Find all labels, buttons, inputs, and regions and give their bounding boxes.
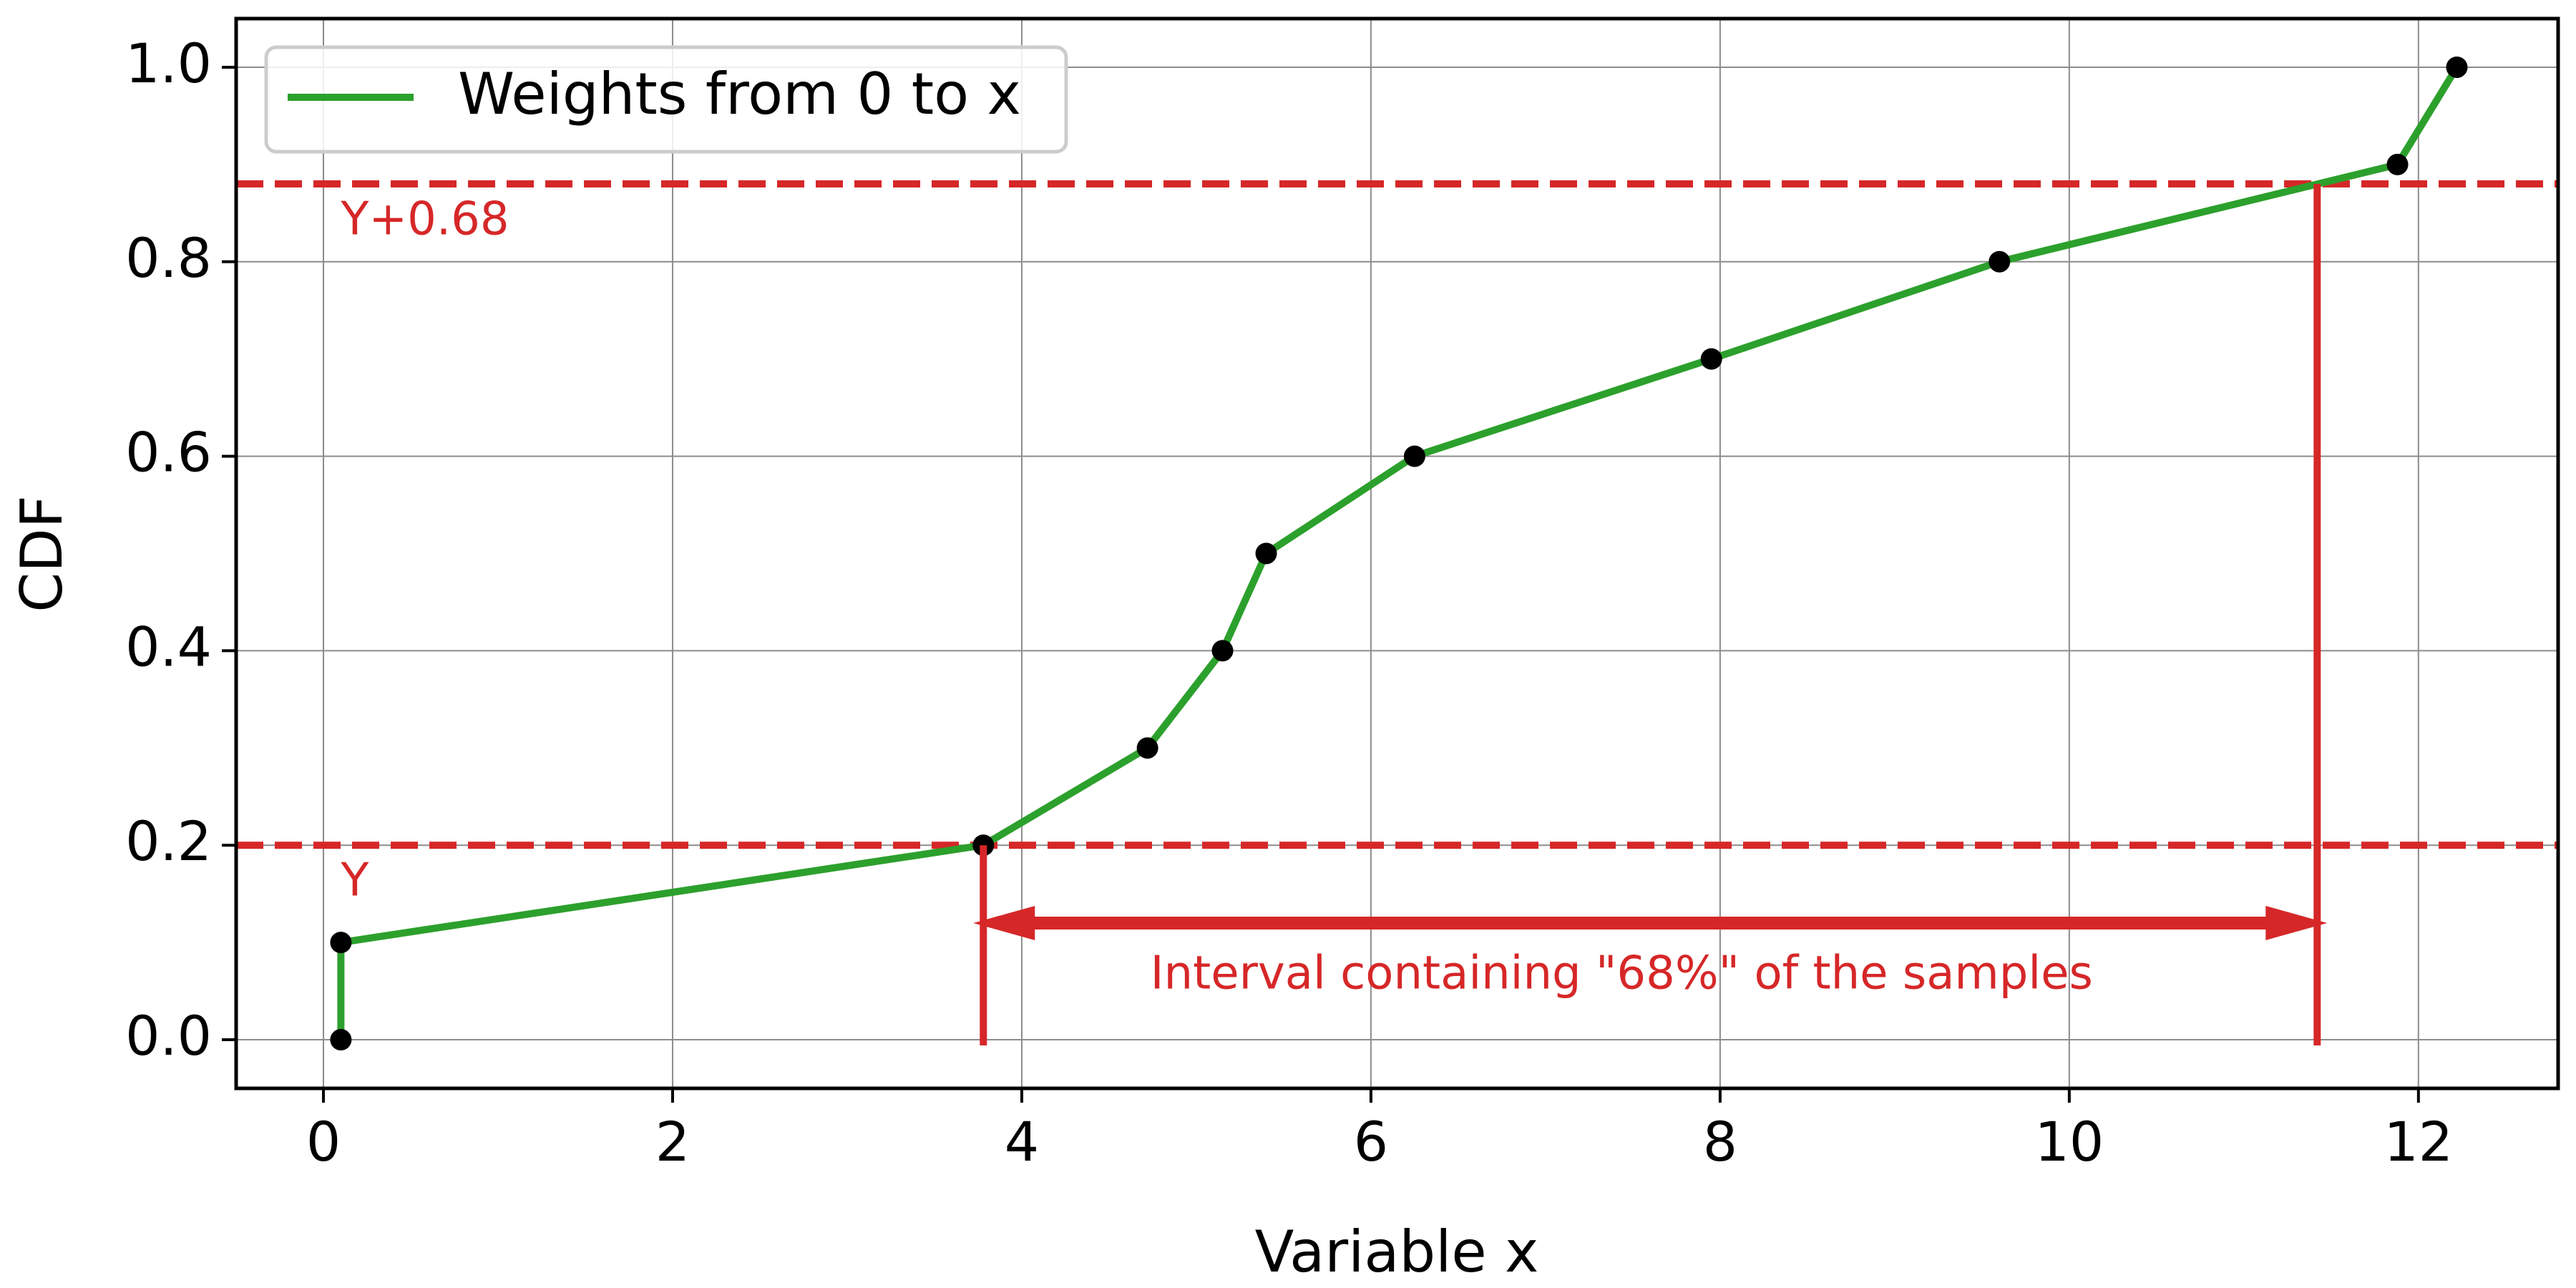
data-point (1403, 445, 1425, 467)
x-tick-label: 8 (1703, 1110, 1737, 1174)
data-point (1989, 250, 2011, 273)
reference-lines (236, 180, 2558, 849)
y-tick-label: 0.2 (125, 809, 212, 873)
y-tick-label: 0.6 (125, 421, 212, 484)
y-axis-title: CDF (9, 495, 75, 612)
plot-frame (234, 16, 2560, 1091)
y-tick-label: 0.8 (125, 226, 212, 290)
data-point (1255, 542, 1277, 565)
data-point (330, 1029, 352, 1051)
legend-label: Weights from 0 to x (458, 61, 1021, 127)
interval-label: Interval containing "68%" of the samples (1151, 947, 2093, 1000)
data-point (1211, 640, 1234, 662)
reference-label-lower: Y (340, 854, 369, 907)
x-tick-label: 12 (2384, 1110, 2453, 1174)
interval-arrow-head-left (973, 905, 1035, 940)
data-point (330, 932, 352, 954)
series-line (337, 65, 2460, 1040)
data-point (1700, 348, 1722, 370)
x-tick-label: 0 (306, 1110, 341, 1174)
data-point (2386, 153, 2409, 175)
interval-arrow-head-right (2265, 905, 2328, 940)
legend: Weights from 0 to x (264, 45, 1068, 154)
data-point (1136, 737, 1158, 759)
legend-box (264, 45, 1068, 154)
x-tick-label: 10 (2034, 1110, 2104, 1174)
series (330, 56, 2468, 1051)
interval-annotation: Y Y+0.68 Interval containing "68%" of the … (340, 184, 2328, 1046)
y-tick-label: 1.0 (125, 31, 212, 95)
y-tick-label: 0.4 (125, 615, 212, 678)
x-tick-label: 4 (1005, 1110, 1039, 1174)
x-tick-label: 6 (1354, 1110, 1388, 1174)
data-point (2446, 56, 2468, 78)
y-tick-label: 0.0 (125, 1004, 212, 1068)
x-axis-title: Variable x (1255, 1219, 1539, 1285)
x-tick-label: 2 (655, 1110, 690, 1174)
axis-ticks: 0 2 4 6 8 10 12 0.0 0.2 0.4 0.6 0.8 1.0 (125, 31, 2453, 1174)
reference-label-upper: Y+0.68 (340, 192, 509, 245)
